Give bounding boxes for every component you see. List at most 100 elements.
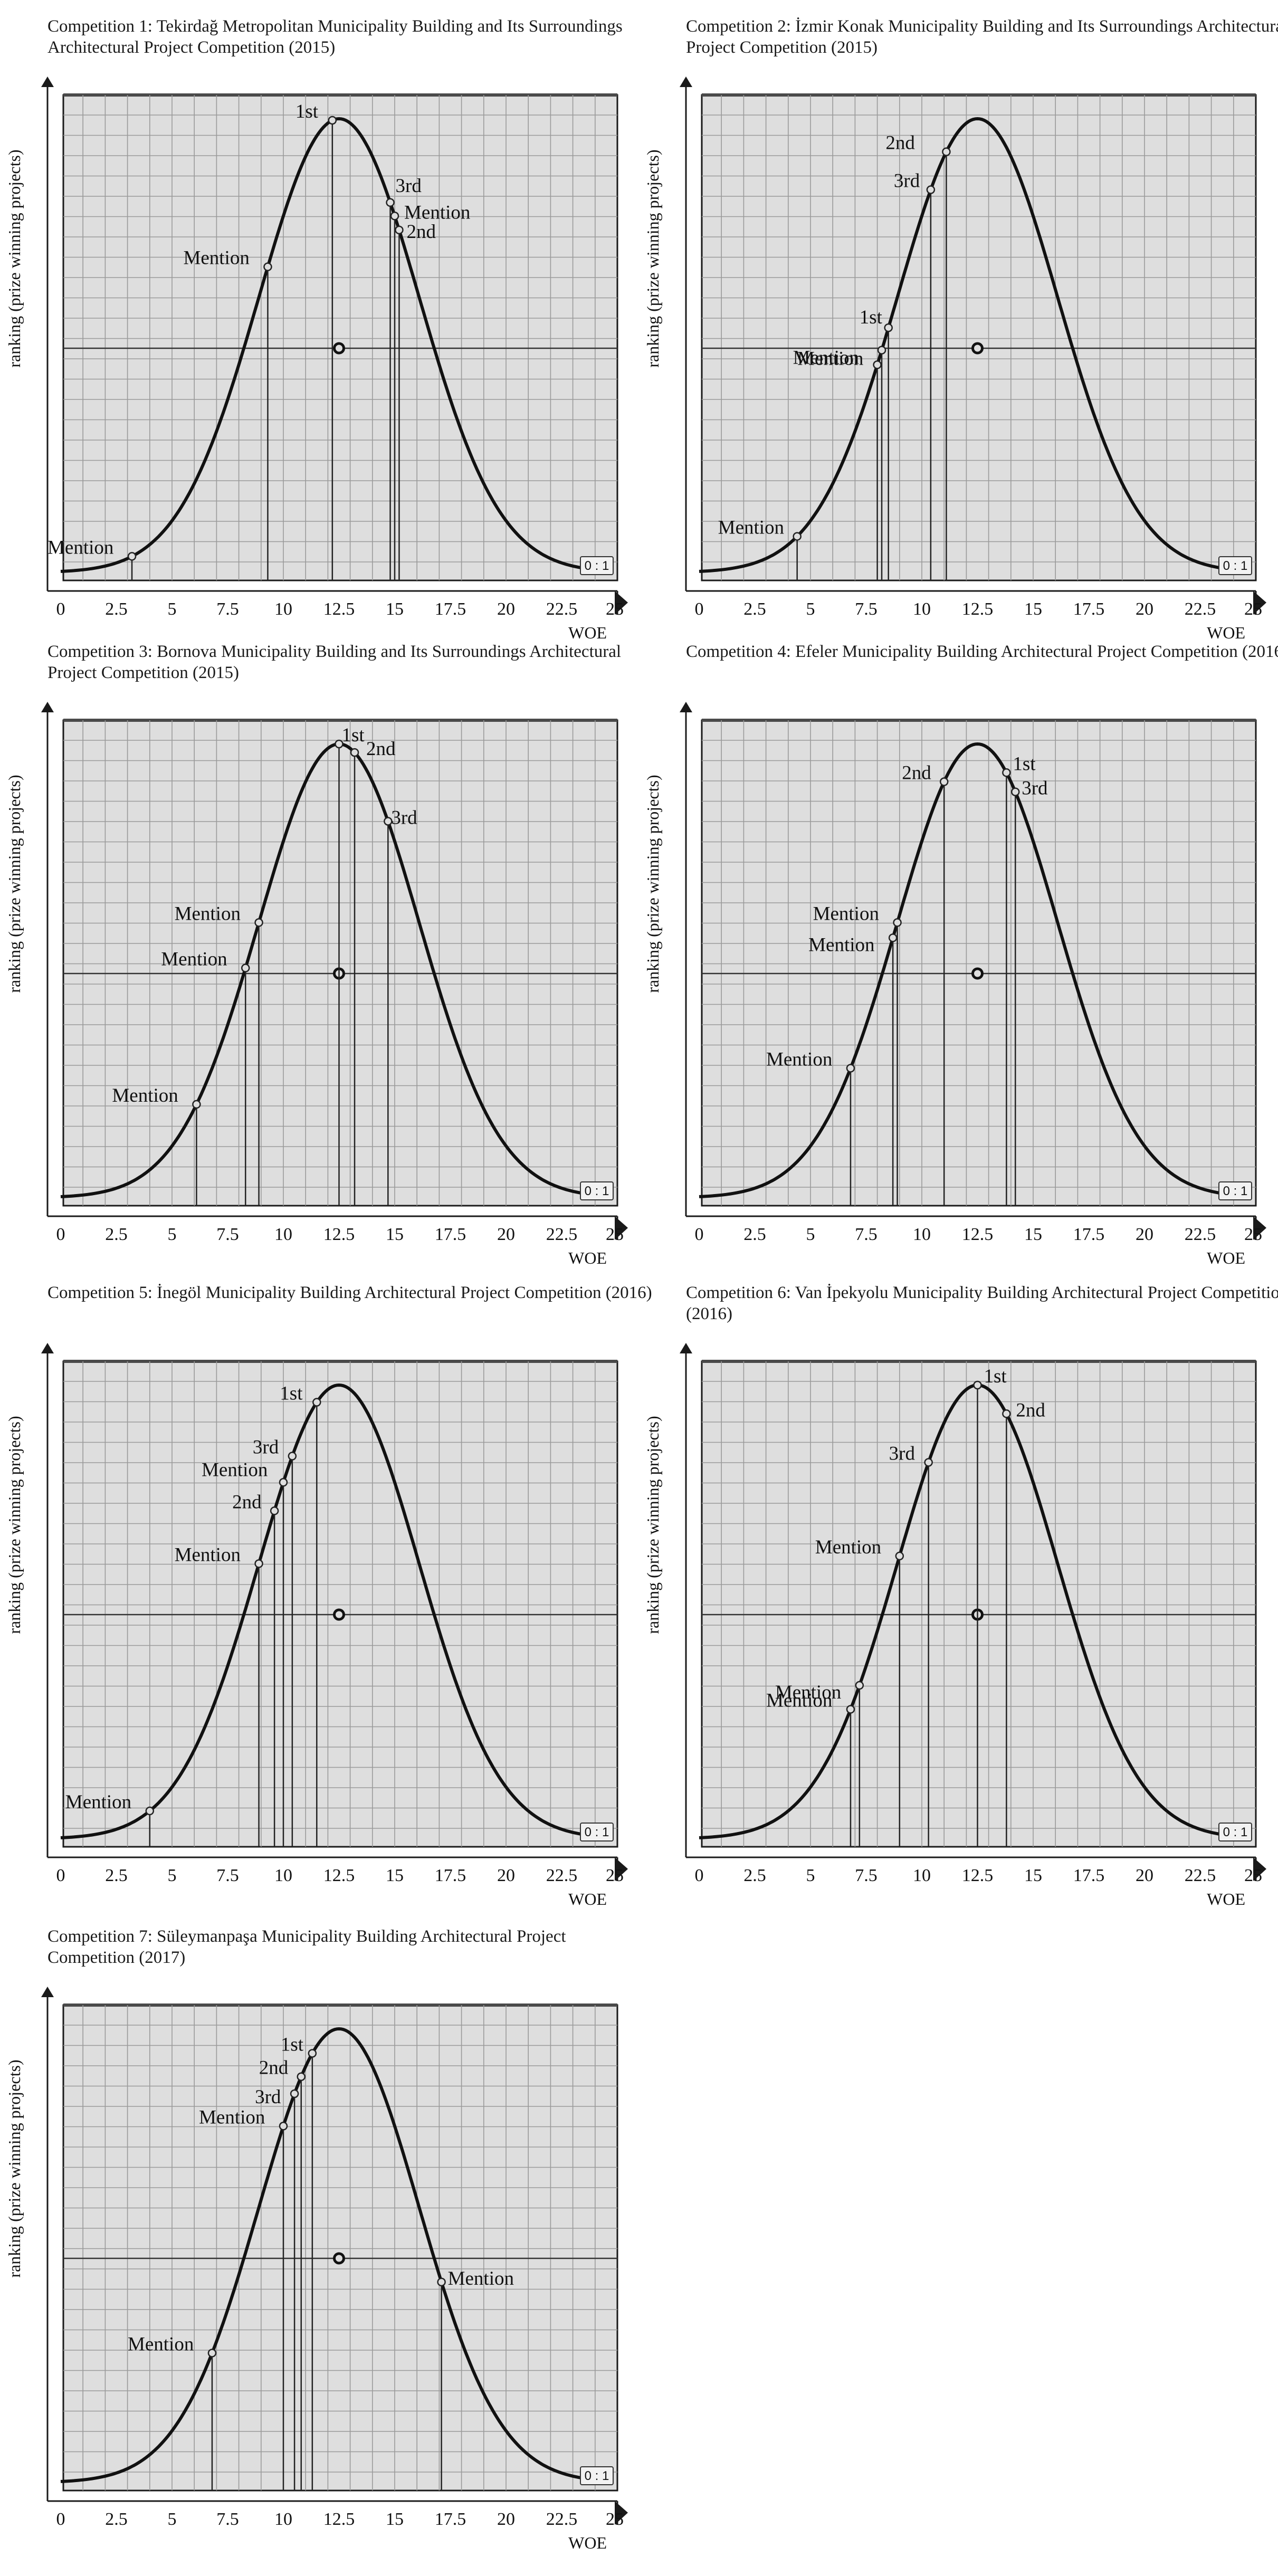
x-tick-label: 7.5 <box>855 1225 878 1244</box>
x-axis-label: WOE <box>568 2533 607 2552</box>
point-label: Mention <box>404 202 470 223</box>
point-label: 2nd <box>902 762 931 784</box>
x-tick-label: 0 <box>695 599 704 619</box>
y-axis-arrow-icon <box>41 77 54 87</box>
x-tick-label: 2.5 <box>105 1866 128 1885</box>
chart-title: Competition 3: Bornova Municipality Buil… <box>47 642 622 682</box>
x-tick-label: 22.5 <box>546 1866 578 1885</box>
ratio-badge-box <box>580 2466 614 2485</box>
x-tick-label: 5 <box>168 1225 177 1244</box>
x-tick-label: 7.5 <box>216 1866 239 1885</box>
data-point <box>328 116 337 125</box>
y-axis-label: ranking (prize winning projects) <box>5 1416 24 1634</box>
chart-panel-2: Competition 2: İzmir Konak Municipality … <box>643 16 1278 644</box>
plot-area <box>62 1360 618 1848</box>
data-point <box>350 748 359 757</box>
data-point <box>312 1398 321 1407</box>
distribution-curve <box>60 117 583 573</box>
plot-area <box>701 719 1257 1207</box>
y-axis-arrow-icon <box>680 77 692 87</box>
x-axis-label: WOE <box>568 1248 607 1267</box>
x-tick-label: 10 <box>274 2510 292 2529</box>
data-point <box>884 323 893 332</box>
data-point <box>793 532 802 541</box>
x-tick-label: 10 <box>274 1225 292 1244</box>
center-point <box>333 1608 345 1621</box>
data-point <box>288 1452 297 1461</box>
chart-title: Competition 2: İzmir Konak Municipality … <box>686 17 1278 57</box>
point-label: Mention <box>175 903 241 924</box>
x-tick-label: 25 <box>1244 1866 1262 1885</box>
x-tick-label: 7.5 <box>855 599 878 619</box>
x-tick-label: 25 <box>606 2510 624 2529</box>
x-tick-label: 20 <box>497 599 515 619</box>
x-tick-label: 2.5 <box>743 1225 766 1244</box>
ratio-badge-box <box>580 1823 614 1842</box>
x-tick-label: 2.5 <box>105 599 128 619</box>
center-point <box>333 342 345 355</box>
data-point <box>942 147 951 156</box>
ratio-badge-label: 0 : 1 <box>1223 1184 1248 1198</box>
x-tick-label: 0 <box>56 1225 65 1244</box>
x-tick-label: 17.5 <box>435 1866 466 1885</box>
data-point <box>1002 768 1011 777</box>
x-tick-label: 12.5 <box>323 2510 355 2529</box>
ratio-badge: 0 : 1 <box>580 2466 614 2485</box>
x-tick-label: 12.5 <box>323 1866 355 1885</box>
data-point <box>279 2122 288 2131</box>
y-axis-label: ranking (prize winning projects) <box>643 149 662 367</box>
ratio-badge-box <box>1218 556 1252 575</box>
center-point <box>971 342 984 355</box>
point-label: Mention <box>448 2268 514 2289</box>
data-point <box>939 777 949 786</box>
y-axis-arrow-icon <box>41 1987 54 1997</box>
chart-title: Competition 7: Süleymanpaşa Municipality… <box>47 1927 566 1967</box>
x-tick-label: 17.5 <box>1073 1225 1105 1244</box>
ratio-badge: 0 : 1 <box>1218 556 1252 575</box>
data-point <box>973 1380 982 1390</box>
point-label: Mention <box>793 347 859 368</box>
x-tick-label: 7.5 <box>855 1866 878 1885</box>
x-tick-label: 15 <box>386 1866 404 1885</box>
x-tick-label: 5 <box>168 1866 177 1885</box>
chart-panel-5: Competition 5: İnegöl Municipality Build… <box>5 1282 660 1910</box>
x-tick-label: 20 <box>497 1866 515 1885</box>
data-point <box>279 1478 288 1487</box>
x-tick-label: 12.5 <box>962 1866 994 1885</box>
point-label: 3rd <box>1022 778 1048 799</box>
data-point <box>926 185 936 194</box>
point-label: 3rd <box>894 170 920 192</box>
x-tick-label: 22.5 <box>546 1225 578 1244</box>
x-tick-label: 17.5 <box>435 1225 466 1244</box>
x-tick-label: 22.5 <box>546 599 578 619</box>
x-tick-label: 0 <box>695 1225 704 1244</box>
point-label: Mention <box>175 1544 241 1566</box>
x-tick-label: 7.5 <box>216 1225 239 1244</box>
point-label: 2nd <box>366 738 396 760</box>
x-tick-label: 20 <box>1136 599 1153 619</box>
data-point <box>254 1559 263 1568</box>
x-tick-label: 20 <box>1136 1225 1153 1244</box>
point-label: Mention <box>718 517 784 539</box>
point-label: Mention <box>183 247 249 269</box>
data-point <box>384 817 393 826</box>
point-label: 1st <box>860 307 883 328</box>
point-label: Mention <box>766 1690 832 1711</box>
x-tick-label: 17.5 <box>435 2510 466 2529</box>
data-point <box>437 2277 446 2287</box>
point-label: 3rd <box>253 1437 279 1458</box>
data-point <box>207 2349 217 2358</box>
point-label: 1st <box>280 1383 303 1405</box>
x-tick-label: 25 <box>1244 1225 1262 1244</box>
x-tick-label: 10 <box>913 1866 931 1885</box>
point-label: 3rd <box>255 2086 281 2108</box>
data-point <box>297 2072 306 2081</box>
x-tick-label: 0 <box>56 1866 65 1885</box>
data-point <box>395 225 404 235</box>
distribution-curve <box>699 117 1221 573</box>
point-label: 3rd <box>396 175 422 197</box>
x-tick-label: 12.5 <box>323 1225 355 1244</box>
y-axis-label: ranking (prize winning projects) <box>643 775 662 993</box>
